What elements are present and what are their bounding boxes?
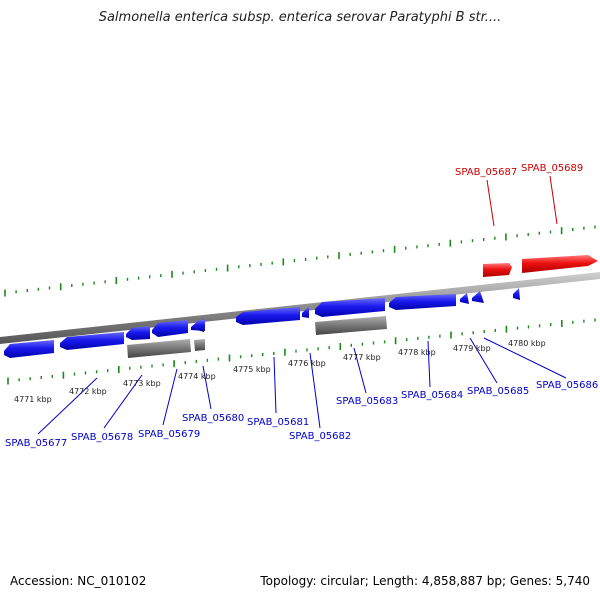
- gene-arrow-reverse[interactable]: [472, 291, 484, 303]
- leader-line-spab-05679: [162, 368, 178, 426]
- lower-tick-track: [7, 318, 596, 385]
- gene-arrow-reverse[interactable]: [389, 294, 456, 310]
- leader-line-spab-05685: [469, 337, 498, 384]
- gene-label-spab-05687[interactable]: SPAB_05687: [455, 167, 517, 178]
- gene-label-spab-05686[interactable]: SPAB_05686: [536, 380, 598, 391]
- gene-label-spab-05678[interactable]: SPAB_05678: [71, 432, 133, 443]
- kbp-label: 4771 kbp: [14, 395, 52, 404]
- accession-text: Accession: NC_010102: [10, 574, 147, 588]
- feature-block: [315, 316, 387, 335]
- gene-label-spab-05681[interactable]: SPAB_05681: [247, 417, 309, 428]
- leader-line-spab-05682: [309, 352, 321, 429]
- gene-arrow-spab-05679[interactable]: [126, 326, 150, 340]
- kbp-label: 4776 kbp: [288, 359, 326, 368]
- leader-line-spab-05684: [427, 340, 431, 388]
- upper-tick-track: [4, 225, 596, 297]
- gene-arrow-reverse[interactable]: [513, 288, 520, 300]
- gene-label-spab-05682[interactable]: SPAB_05682: [289, 431, 351, 442]
- gene-label-spab-05684[interactable]: SPAB_05684: [401, 390, 463, 401]
- gene-arrow-reverse[interactable]: [315, 298, 385, 317]
- gene-label-spab-05680[interactable]: SPAB_05680: [182, 413, 244, 424]
- feature-block: [194, 339, 205, 351]
- gene-arrow-reverse[interactable]: [191, 320, 205, 331]
- gene-arrow-reverse[interactable]: [460, 293, 469, 304]
- gene-label-spab-05679[interactable]: SPAB_05679: [138, 429, 200, 440]
- gene-arrow-spab-05689[interactable]: [522, 255, 598, 273]
- gene-arrow-spab-05677[interactable]: [4, 340, 54, 358]
- gene-arrow-spab-05687[interactable]: [483, 263, 512, 277]
- leader-line-spab-05686: [483, 337, 567, 379]
- gene-label-spab-05689[interactable]: SPAB_05689: [521, 163, 583, 174]
- leader-line-spab-05680: [202, 365, 212, 410]
- feature-block: [127, 339, 191, 358]
- kbp-label: 4772 kbp: [69, 387, 107, 396]
- gene-label-spab-05685[interactable]: SPAB_05685: [467, 386, 529, 397]
- leader-line-spab-05678: [103, 374, 143, 429]
- kbp-label: 4778 kbp: [398, 348, 436, 357]
- leader-line-spab-05677: [37, 377, 98, 435]
- gene-label-spab-05683[interactable]: SPAB_05683: [336, 396, 398, 407]
- kbp-label: 4773 kbp: [123, 379, 161, 388]
- leader-line-spab-05689: [549, 175, 558, 225]
- leader-line-spab-05681: [273, 356, 277, 414]
- leader-line-spab-05683: [353, 347, 367, 394]
- kbp-label: 4775 kbp: [233, 365, 271, 374]
- leader-line-spab-05687: [486, 179, 495, 227]
- genome-summary-text: Topology: circular; Length: 4,858,887 bp…: [260, 574, 590, 588]
- map-title: Salmonella enterica subsp. enterica sero…: [98, 10, 502, 25]
- gene-arrow-spab-05680[interactable]: [152, 320, 188, 337]
- gene-arrow-reverse[interactable]: [236, 307, 300, 325]
- kbp-label: 4779 kbp: [453, 344, 491, 353]
- kbp-label: 4774 kbp: [178, 372, 216, 381]
- gene-arrow-reverse[interactable]: [302, 307, 309, 318]
- gene-label-spab-05677[interactable]: SPAB_05677: [5, 438, 67, 449]
- gene-arrow-spab-05678[interactable]: [60, 332, 124, 350]
- kbp-label: 4777 kbp: [343, 353, 381, 362]
- kbp-label: 4780 kbp: [508, 339, 546, 348]
